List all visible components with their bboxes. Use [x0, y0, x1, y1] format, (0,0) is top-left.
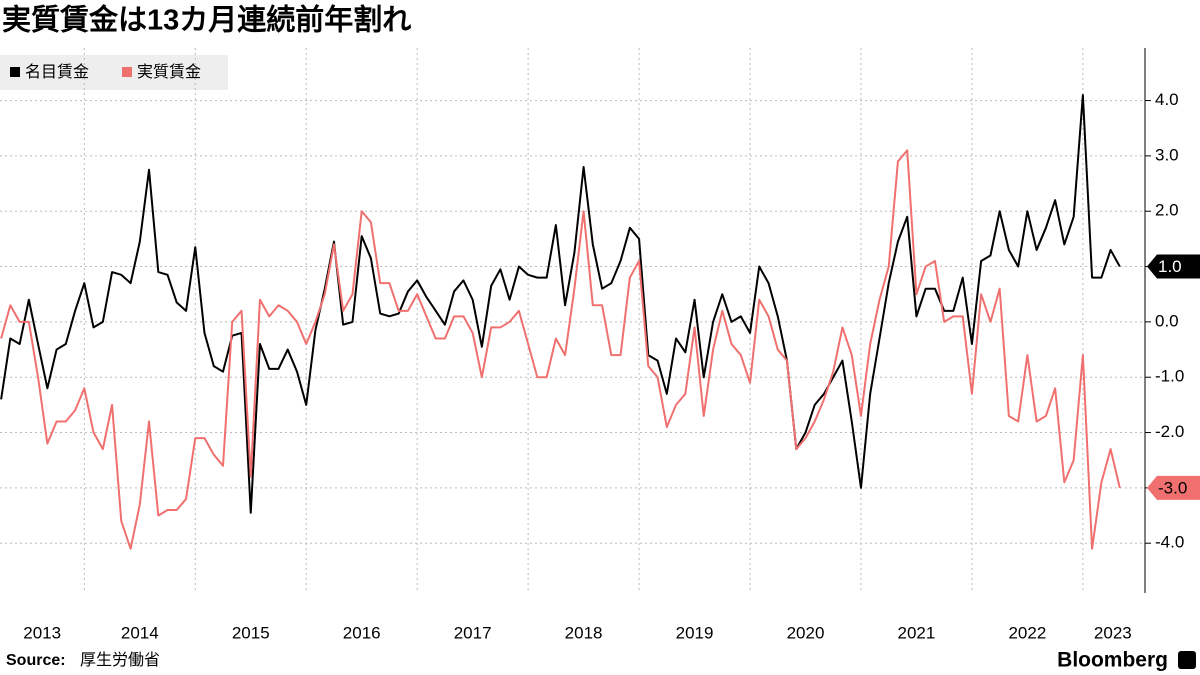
x-tick-label: 2018	[565, 623, 603, 642]
x-tick-label: 2016	[343, 623, 381, 642]
brand: Bloomberg	[1057, 649, 1168, 672]
x-tick-label: 2021	[898, 623, 936, 642]
y-tick-label: 3.0	[1155, 145, 1179, 164]
end-label-bg	[1147, 475, 1200, 500]
y-tick-label: 2.0	[1155, 201, 1179, 220]
x-tick-label: 2023	[1094, 623, 1132, 642]
y-tick-label: -1.0	[1155, 367, 1184, 386]
y-tick-label: -2.0	[1155, 422, 1184, 441]
brand-icon	[1178, 651, 1196, 669]
y-tick-label: 4.0	[1155, 90, 1179, 109]
legend-swatch	[122, 67, 132, 77]
source-label: Source:	[6, 652, 66, 669]
x-tick-label: 2022	[1008, 623, 1046, 642]
x-tick-label: 2019	[676, 623, 714, 642]
series-line	[0, 149, 1121, 550]
series-line	[0, 94, 1121, 514]
legend-box	[0, 55, 228, 90]
legend-label: 実質賃金	[137, 63, 201, 81]
end-label: 1.0	[1158, 257, 1182, 276]
y-tick-label: 0.0	[1155, 311, 1179, 330]
legend-label: 名目賃金	[25, 63, 89, 81]
end-label: -3.0	[1158, 478, 1187, 497]
x-tick-label: 2013	[23, 623, 61, 642]
y-tick-label: -4.0	[1155, 533, 1184, 552]
x-tick-label: 2015	[232, 623, 270, 642]
chart-title: 実質賃金は13カ月連続前年割れ	[2, 3, 411, 37]
x-tick-label: 2014	[121, 623, 159, 642]
source: 厚生労働省	[80, 651, 160, 669]
x-tick-label: 2017	[454, 623, 492, 642]
end-label-bg	[1147, 254, 1200, 279]
legend-swatch	[10, 67, 20, 77]
x-tick-label: 2020	[787, 623, 825, 642]
